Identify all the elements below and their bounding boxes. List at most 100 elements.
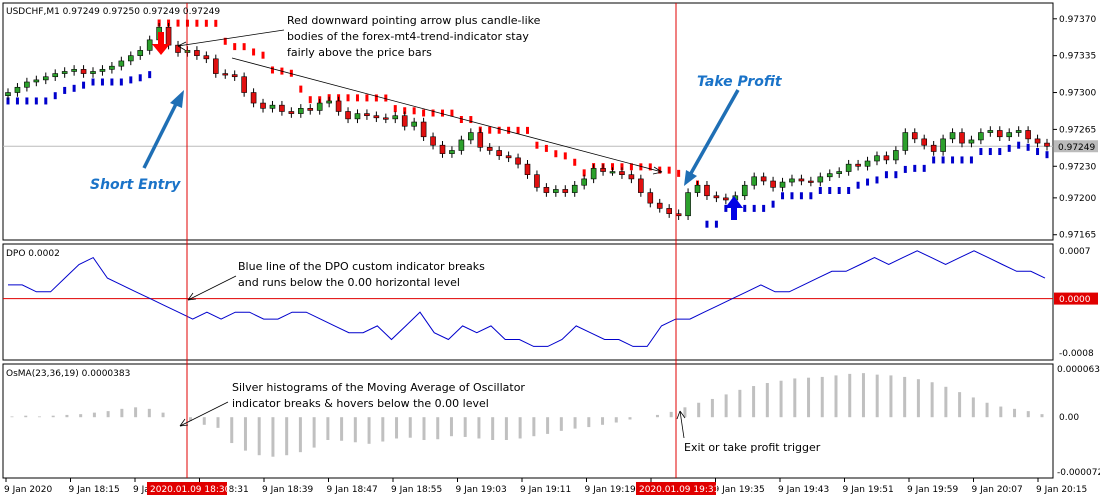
candle [619,167,625,179]
indicator-mark [44,97,48,105]
arrow-note-pointer [177,29,285,47]
indicator-mark [988,148,992,156]
indicator-mark [705,220,709,228]
candle [741,181,748,200]
indicator-mark [903,165,907,173]
candle [581,174,587,190]
candle [883,151,890,165]
indicator-mark [922,164,926,172]
indicator-mark [1007,144,1011,152]
candle [845,159,852,176]
indicator-mark [204,19,208,27]
candle [486,143,493,155]
candle [666,204,672,218]
indicator-mark [261,51,265,59]
highlight-time-badge [147,482,227,495]
candle [231,70,238,81]
indicator-mark [469,116,473,124]
indicator-mark [563,152,567,160]
short-entry-arrow [142,99,180,169]
indicator-mark [252,48,256,56]
indicator-mark [176,19,180,27]
x-tick-label: 9 Jan 19:03 [456,485,507,495]
candle [628,170,635,184]
candle [439,140,446,158]
candle [826,169,833,182]
exit-pointer [679,410,685,439]
indicator-mark [809,192,813,200]
indicator-mark [440,109,444,117]
dpo-zero-label: 0.0000 [1059,295,1091,305]
candle [553,185,559,197]
candle [817,172,824,187]
candle [420,117,427,141]
x-tick-label: 9 Jan 18:39 [262,485,314,495]
dpo-panel-title: DPO 0.0002 [6,249,60,259]
candle [326,96,332,108]
panel-3 [2,363,1054,479]
candle [930,140,937,156]
indicator-mark [1026,143,1030,151]
indicator-mark [724,204,728,212]
current-price-badge [1054,140,1098,153]
candle [789,174,795,187]
highlight-time-label: 2020.01.09 19:31 [639,485,719,495]
indicator-mark [72,84,76,92]
indicator-mark [15,97,19,105]
indicator-mark [214,19,218,27]
indicator-mark [790,192,794,200]
candle [52,69,59,81]
x-tick-label: 9 Jan 19:11 [520,485,571,495]
indicator-mark [884,171,888,179]
candle [808,176,814,187]
indicator-mark [138,74,142,82]
indicator-mark [422,109,426,117]
price-tick-label: 0.97230 [1059,162,1096,172]
axes: 0.97370 0.97335 0.97300 0.97265 0.97230 0.972… [4,15,1100,495]
candle [298,104,304,118]
candle [940,134,946,156]
price-tick-label: 0.97200 [1059,194,1096,204]
candle [430,132,436,150]
indicator-mark [611,163,615,171]
arrow-note-line2: bodies of the forex-mt4-trend-indicator … [287,30,529,43]
indicator-mark [526,126,529,134]
indicator-mark [374,94,378,102]
osma-tick-label: 0.0000632 [1057,365,1100,375]
indicator-mark [1017,141,1021,149]
current-price-label: 0.97249 [1058,143,1095,153]
indicator-mark [308,96,312,104]
candle [656,198,663,213]
candle [694,181,701,197]
candle [373,111,380,123]
annotation-arrows [177,29,686,439]
indicator-mark [544,144,548,152]
indicator-mark [25,97,29,105]
indicator-mark [951,156,955,164]
indicator-mark [799,192,803,200]
candle [222,69,229,79]
candle [798,174,805,186]
indicator-mark [412,107,416,115]
candle [307,104,314,115]
candle [364,109,370,120]
candle [911,128,918,144]
arrow-note-line1: Red downward pointing arrow plus candle-… [287,14,541,27]
indicator-mark [677,169,681,177]
candle [335,96,342,116]
candle [71,65,77,76]
candle [723,193,729,205]
indicator-mark [648,163,652,171]
indicator-mark [270,66,274,74]
indicator-mark [119,78,123,86]
indicator-mark [639,163,643,171]
indicator-mark [488,126,492,134]
candle [864,156,871,171]
short-entry-label: Short Entry [90,177,181,193]
candle [1015,126,1022,137]
candle [458,135,465,155]
dpo-line [3,250,1053,347]
indicator-mark [667,166,671,174]
candle [704,181,710,200]
